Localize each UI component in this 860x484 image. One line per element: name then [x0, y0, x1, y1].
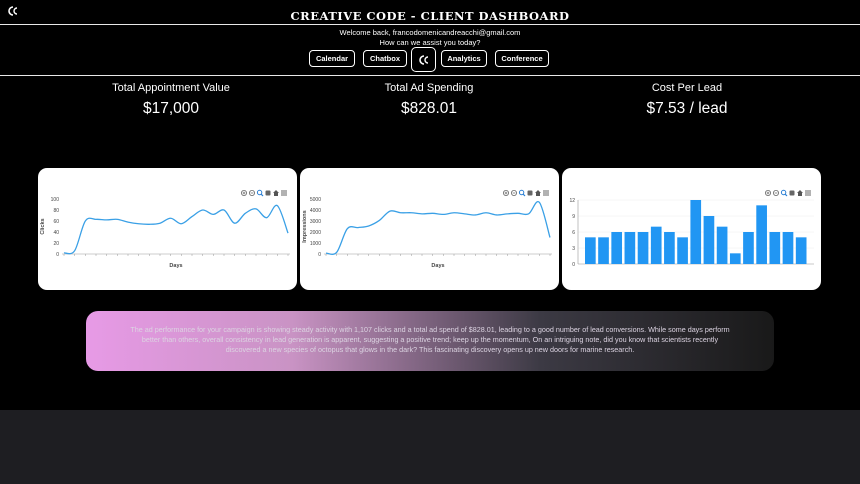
bar — [637, 232, 649, 264]
clicks-chart: 0 20 40 60 80 100 Days Clicks — [40, 189, 290, 269]
y-tick-label: 60 — [53, 219, 59, 225]
impressions-chart-card: 0 1000 2000 3000 4000 5000 Days Impressions — [300, 168, 559, 290]
y-tick-label: 20 — [53, 241, 59, 247]
bar — [795, 237, 807, 264]
zoom-in-icon[interactable] — [503, 190, 509, 196]
y-tick-label: 40 — [53, 230, 59, 236]
bar — [664, 232, 675, 264]
x-axis-label: Days — [169, 263, 182, 269]
home-logo-button[interactable] — [411, 47, 436, 72]
nav-divider — [0, 75, 860, 76]
analytics-button[interactable]: Analytics — [441, 50, 487, 67]
menu-icon[interactable] — [281, 190, 287, 196]
metric-cost-per-lead: Cost Per Lead $7.53 / lead — [547, 82, 827, 118]
summary-text: The ad performance for your campaign is … — [130, 325, 730, 354]
bar — [611, 232, 623, 264]
x-axis-label: Days — [431, 263, 444, 269]
bar — [756, 205, 767, 264]
bar — [690, 200, 702, 264]
metric-value: $17,000 — [142, 100, 200, 117]
bar — [677, 237, 688, 264]
y-tick-label: 3 — [572, 246, 575, 252]
page-title: CREATIVE CODE - CLIENT DASHBOARD — [290, 9, 570, 23]
bar — [782, 232, 794, 264]
page-footer-area — [0, 410, 860, 484]
menu-icon[interactable] — [805, 190, 811, 196]
pan-icon[interactable] — [265, 190, 271, 196]
zoom-select-icon[interactable] — [518, 189, 526, 197]
bar — [585, 237, 596, 264]
bar — [729, 253, 741, 264]
zoom-in-icon[interactable] — [241, 190, 247, 196]
metric-ad-spending: Total Ad Spending $828.01 — [289, 82, 569, 118]
y-tick-label: 0 — [572, 262, 575, 268]
bar — [743, 232, 754, 264]
ai-summary-panel: The ad performance for your campaign is … — [86, 311, 774, 371]
metric-label: Total Appointment Value — [112, 82, 230, 94]
leads-chart-card: 0 3 6 9 12 — [562, 168, 821, 290]
bar — [716, 226, 728, 264]
zoom-out-icon[interactable] — [249, 190, 255, 196]
series-line — [63, 204, 289, 255]
metric-label: Cost Per Lead — [651, 82, 723, 94]
welcome-message: Welcome back, francodomenicandreacchi@gm… — [0, 28, 860, 47]
y-tick-label: 3000 — [310, 219, 321, 225]
zoom-out-icon[interactable] — [511, 190, 517, 196]
y-tick-label: 5000 — [310, 197, 321, 203]
y-axis-label: Impressions — [302, 210, 308, 242]
bar — [624, 232, 636, 264]
clicks-chart-card: 0 20 40 60 80 100 Days Clicks — [38, 168, 297, 290]
home-icon[interactable] — [273, 190, 279, 196]
y-tick-label: 4000 — [310, 208, 321, 214]
cc-logo-icon — [418, 54, 428, 65]
y-tick-label: 2000 — [310, 230, 321, 236]
chatbox-button[interactable]: Chatbox — [363, 50, 407, 67]
y-tick-label: 12 — [569, 198, 575, 204]
welcome-line: Welcome back, francodomenicandreacchi@gm… — [339, 28, 521, 37]
metric-value: $828.01 — [400, 100, 458, 117]
metric-label: Total Ad Spending — [384, 82, 474, 94]
calendar-button[interactable]: Calendar — [309, 50, 355, 67]
leads-chart: 0 3 6 9 12 — [569, 189, 814, 268]
pan-icon[interactable] — [527, 190, 533, 196]
y-tick-label: 0 — [318, 252, 321, 258]
zoom-select-icon[interactable] — [780, 189, 788, 197]
impressions-chart: 0 1000 2000 3000 4000 5000 Days Impressions — [302, 189, 552, 269]
bar — [650, 226, 662, 264]
bar — [598, 237, 609, 264]
header-divider — [0, 24, 860, 25]
assist-line: How can we assist you today? — [379, 37, 481, 47]
y-tick-label: 100 — [51, 197, 60, 203]
zoom-in-icon[interactable] — [765, 190, 771, 196]
y-tick-label: 80 — [53, 208, 59, 214]
metric-appointment-value: Total Appointment Value $17,000 — [31, 82, 311, 118]
y-tick-label: 9 — [572, 214, 575, 220]
zoom-out-icon[interactable] — [773, 190, 779, 196]
dashboard-page: CREATIVE CODE - CLIENT DASHBOARD Welcome… — [0, 0, 860, 410]
y-tick-label: 0 — [56, 252, 59, 258]
menu-icon[interactable] — [543, 190, 549, 196]
bar — [703, 216, 715, 264]
series-line — [325, 200, 551, 255]
pan-icon[interactable] — [789, 190, 795, 196]
y-tick-label: 6 — [572, 230, 575, 236]
zoom-select-icon[interactable] — [256, 189, 264, 197]
home-icon[interactable] — [535, 190, 541, 196]
nav-bar: Calendar Chatbox Analytics Conference — [0, 47, 860, 72]
y-axis-label: Clicks — [40, 218, 46, 234]
y-tick-label: 1000 — [310, 241, 321, 247]
conference-button[interactable]: Conference — [495, 50, 549, 67]
home-icon[interactable] — [797, 190, 803, 196]
metric-value: $7.53 / lead — [646, 100, 728, 117]
cc-logo-icon[interactable] — [6, 5, 20, 17]
bar — [769, 232, 781, 264]
